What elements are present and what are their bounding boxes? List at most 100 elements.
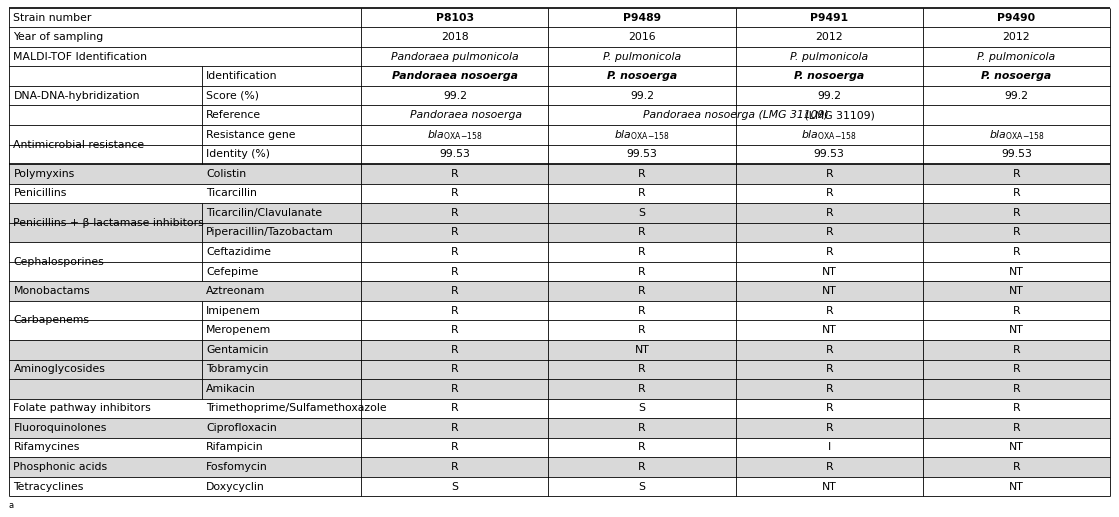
Bar: [9, 66, 1110, 86]
Text: Aztreonam: Aztreonam: [206, 286, 265, 296]
Text: NT: NT: [821, 325, 837, 335]
Bar: [9, 223, 1110, 242]
Text: Piperacillin/Tazobactam: Piperacillin/Tazobactam: [206, 227, 333, 237]
Text: P. nosoerga: P. nosoerga: [606, 71, 677, 81]
Text: R: R: [826, 306, 833, 316]
Text: R: R: [826, 227, 833, 237]
Text: (LMG 31109): (LMG 31109): [801, 110, 875, 120]
Bar: [9, 184, 1110, 203]
Bar: [9, 47, 1110, 66]
Text: Rifampicin: Rifampicin: [206, 443, 264, 452]
Bar: [9, 477, 1110, 496]
Text: R: R: [826, 247, 833, 257]
Text: R: R: [826, 384, 833, 394]
Bar: [9, 340, 1110, 359]
Text: Trimethoprime/Sulfamethoxazole: Trimethoprime/Sulfamethoxazole: [206, 403, 387, 414]
Bar: [9, 438, 1110, 457]
Text: R: R: [451, 267, 459, 277]
Text: Pandoraea nosoerga (LMG 31109): Pandoraea nosoerga (LMG 31109): [642, 110, 828, 120]
Text: Colistin: Colistin: [206, 169, 246, 179]
Text: Meropenem: Meropenem: [206, 325, 272, 335]
Text: Pandoraea pulmonicola: Pandoraea pulmonicola: [391, 52, 519, 62]
Text: MALDI-TOF Identification: MALDI-TOF Identification: [13, 52, 148, 62]
Text: Ceftazidime: Ceftazidime: [206, 247, 271, 257]
Text: P9490: P9490: [997, 12, 1035, 23]
Text: R: R: [451, 403, 459, 414]
Text: Fluoroquinolones: Fluoroquinolones: [13, 423, 106, 433]
Text: R: R: [451, 345, 459, 355]
Bar: [9, 105, 1110, 125]
Text: Gentamicin: Gentamicin: [206, 345, 269, 355]
Text: 2012: 2012: [816, 32, 843, 42]
Text: Year of sampling: Year of sampling: [13, 32, 104, 42]
Text: 99.53: 99.53: [440, 149, 470, 159]
Bar: [9, 457, 1110, 477]
Text: R: R: [451, 423, 459, 433]
Text: R: R: [451, 384, 459, 394]
Text: 99.53: 99.53: [814, 149, 845, 159]
Text: R: R: [451, 247, 459, 257]
Text: R: R: [638, 325, 646, 335]
Text: P9491: P9491: [810, 12, 848, 23]
Text: Imipenem: Imipenem: [206, 306, 261, 316]
Text: Amikacin: Amikacin: [206, 384, 256, 394]
Text: S: S: [451, 481, 459, 492]
Text: R: R: [1013, 247, 1021, 257]
Text: R: R: [638, 364, 646, 374]
Text: Folate pathway inhibitors: Folate pathway inhibitors: [13, 403, 151, 414]
Text: R: R: [638, 169, 646, 179]
Text: R: R: [826, 403, 833, 414]
Text: R: R: [638, 286, 646, 296]
Text: R: R: [451, 188, 459, 199]
Text: R: R: [1013, 208, 1021, 218]
Text: R: R: [638, 384, 646, 394]
Text: R: R: [1013, 423, 1021, 433]
Text: Reference: Reference: [206, 110, 261, 120]
Bar: [9, 8, 1110, 27]
Text: Penicillins + β-lactamase inhibitors: Penicillins + β-lactamase inhibitors: [13, 218, 204, 227]
Text: Penicillins: Penicillins: [13, 188, 67, 199]
Text: P. nosoerga: P. nosoerga: [794, 71, 864, 81]
Text: Aminoglycosides: Aminoglycosides: [13, 364, 105, 374]
Text: 2012: 2012: [1003, 32, 1031, 42]
Bar: [9, 27, 1110, 47]
Text: R: R: [638, 423, 646, 433]
Text: Carbapenems: Carbapenems: [13, 315, 90, 325]
Bar: [9, 281, 1110, 301]
Text: 99.53: 99.53: [627, 149, 658, 159]
Text: R: R: [826, 462, 833, 472]
Bar: [9, 379, 1110, 399]
Text: Antimicrobial resistance: Antimicrobial resistance: [13, 140, 144, 149]
Text: P8103: P8103: [435, 12, 474, 23]
Text: S: S: [639, 403, 646, 414]
Bar: [9, 418, 1110, 438]
Text: Identification: Identification: [206, 71, 278, 81]
Text: NT: NT: [1009, 443, 1024, 452]
Text: R: R: [638, 188, 646, 199]
Text: R: R: [451, 364, 459, 374]
Text: 2016: 2016: [628, 32, 656, 42]
Text: Phosphonic acids: Phosphonic acids: [13, 462, 107, 472]
Text: $\mathit{bla}_{\rm OXA\!-\!158}$: $\mathit{bla}_{\rm OXA\!-\!158}$: [988, 128, 1044, 142]
Text: 99.2: 99.2: [817, 90, 841, 101]
Text: 99.53: 99.53: [1002, 149, 1032, 159]
Text: R: R: [451, 306, 459, 316]
Text: P. pulmonicola: P. pulmonicola: [603, 52, 681, 62]
Text: Ticarcillin: Ticarcillin: [206, 188, 257, 199]
Bar: [9, 164, 1110, 184]
Text: Pandoraea nosoerga: Pandoraea nosoerga: [411, 110, 523, 120]
Text: R: R: [638, 306, 646, 316]
Text: $\mathit{bla}_{\rm OXA\!-\!158}$: $\mathit{bla}_{\rm OXA\!-\!158}$: [614, 128, 670, 142]
Text: R: R: [826, 169, 833, 179]
Bar: [9, 321, 1110, 340]
Text: R: R: [1013, 306, 1021, 316]
Text: 99.2: 99.2: [630, 90, 655, 101]
Text: R: R: [638, 462, 646, 472]
Text: R: R: [826, 345, 833, 355]
Text: Monobactams: Monobactams: [13, 286, 90, 296]
Text: Rifamycines: Rifamycines: [13, 443, 79, 452]
Text: Ciprofloxacin: Ciprofloxacin: [206, 423, 276, 433]
Text: Tobramycin: Tobramycin: [206, 364, 269, 374]
Text: P. nosoerga: P. nosoerga: [981, 71, 1052, 81]
Text: R: R: [451, 227, 459, 237]
